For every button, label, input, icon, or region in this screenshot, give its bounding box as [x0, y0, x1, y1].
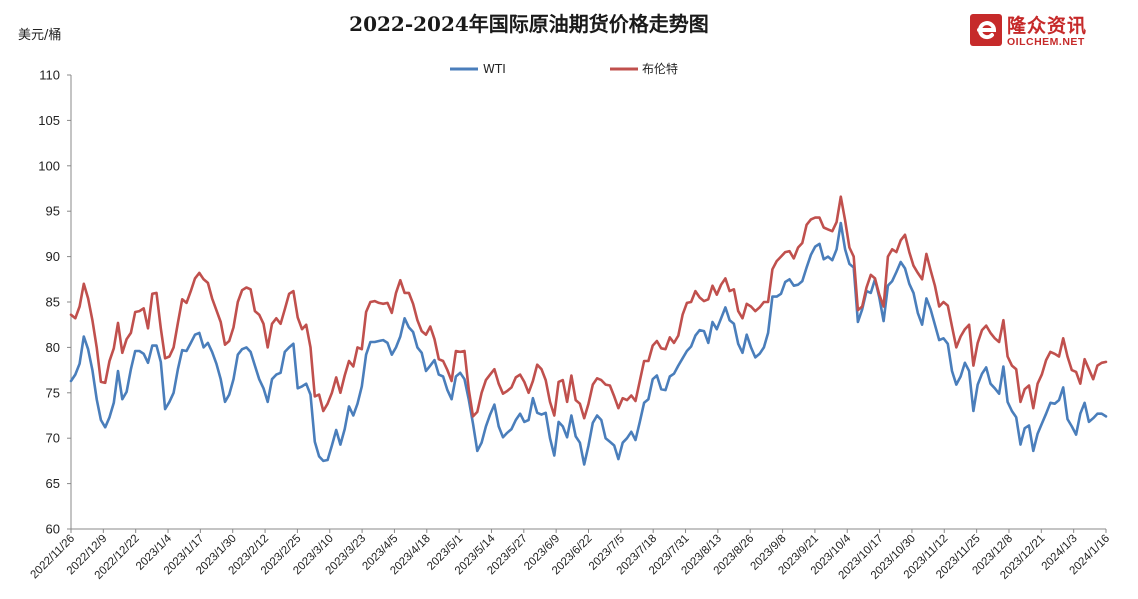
y-tick-label: 60	[46, 522, 60, 537]
y-tick-label: 75	[46, 385, 60, 400]
series-layer	[69, 195, 1108, 466]
legend-item-wti: WTI	[450, 62, 506, 76]
y-tick-label: 105	[38, 113, 60, 128]
brand-name-cn: 隆众资讯	[1007, 14, 1087, 37]
y-tick-label: 90	[46, 249, 60, 264]
legend-label-brent: 布伦特	[642, 61, 678, 76]
y-tick-label: 85	[46, 295, 60, 310]
series-line-brent	[69, 195, 1108, 420]
brand-logo: 隆众资讯 OILCHEM.NET	[970, 14, 1087, 48]
x-axis-ticks: 2022/11/262022/12/92022/12/222023/1/4202…	[29, 529, 1112, 582]
y-tick-label: 65	[46, 476, 60, 491]
y-tick-label: 80	[46, 340, 60, 355]
series-line-wti	[69, 221, 1108, 466]
y-axis-unit-label: 美元/桶	[18, 28, 61, 43]
y-tick-label: 100	[38, 158, 60, 173]
brand-name-en: OILCHEM.NET	[1007, 36, 1085, 48]
y-tick-label: 110	[39, 68, 60, 83]
chart-legend: WTI 布伦特	[450, 61, 678, 76]
legend-label-wti: WTI	[483, 62, 506, 76]
y-tick-label: 95	[46, 204, 60, 219]
legend-item-brent: 布伦特	[610, 61, 678, 76]
y-tick-label: 70	[46, 431, 60, 446]
oilchem-logo-icon	[970, 14, 1002, 46]
chart-title: 2022-2024年国际原油期货价格走势图	[349, 12, 709, 36]
y-axis-ticks: 60 65 70 75 80 85 90 95 100 105 110	[38, 68, 71, 537]
